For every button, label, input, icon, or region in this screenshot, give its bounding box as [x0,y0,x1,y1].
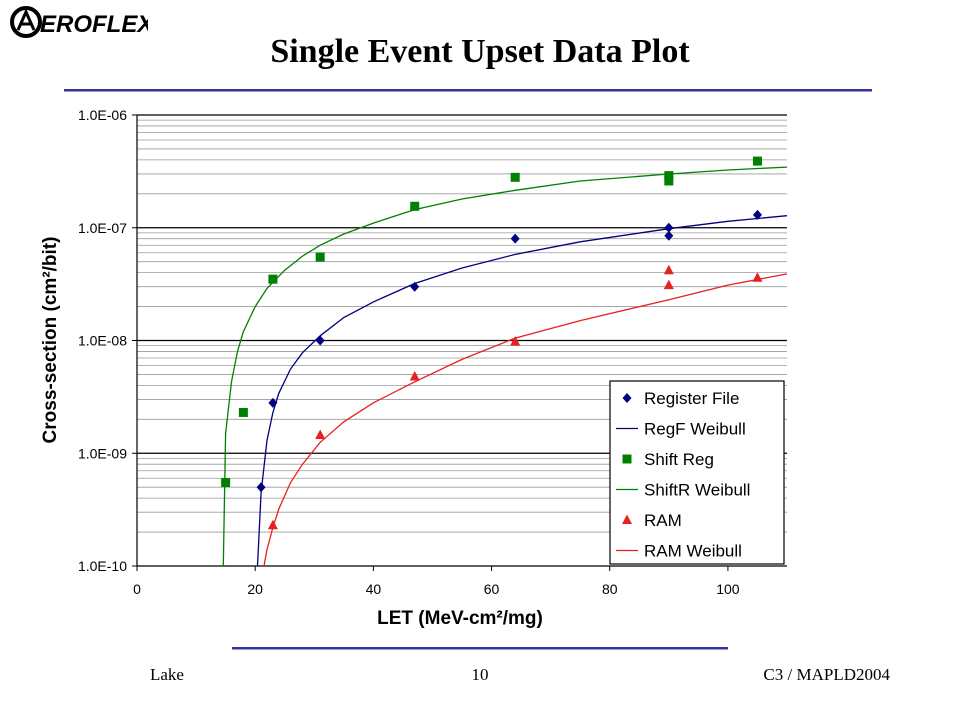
triangle-marker [267,519,278,530]
square-marker [510,172,520,182]
x-tick-label: 40 [366,581,382,597]
diamond-marker [315,335,325,346]
legend-entry-label: RegF Weibull [644,420,746,439]
x-tick-label: 80 [602,581,618,597]
y-tick-label: 1.0E-09 [78,445,127,461]
square-marker [410,201,420,211]
triangle-marker [663,264,674,275]
diamond-marker [256,482,266,493]
legend-entry-label: Register File [644,389,739,408]
ram-points [267,264,763,530]
square-marker [664,176,674,186]
legend-entry-label: RAM [644,511,682,530]
legend-entry-label: Shift Reg [644,450,714,469]
y-tick-label: 1.0E-08 [78,333,127,349]
logo-text: EROFLEX [40,11,148,38]
footer-conference: C3 / MAPLD2004 [763,665,890,684]
square-marker [268,274,278,284]
square-marker [752,156,762,166]
diamond-marker [268,397,278,408]
x-tick-label: 20 [247,581,263,597]
diamond-marker [752,209,762,220]
square-marker [664,171,674,181]
square-marker [221,478,231,488]
diamond-marker [664,222,674,233]
slide-title: Single Event Upset Data Plot [270,33,690,70]
aeroflex-logo: EROFLEX [8,2,155,42]
x-tick-label: 60 [484,581,500,597]
regf-weibull-curve [256,215,788,567]
shiftr-weibull-curve [222,166,788,567]
square-marker [315,252,325,262]
diamond-marker [622,393,632,403]
footer-author: Lake [150,665,184,684]
chart-legend: Register File RegF Weibull Shift Reg ShiftR… [609,380,785,565]
y-tick-label: 1.0E-06 [78,107,127,123]
ram-weibull-curve [263,273,788,567]
triangle-marker [752,272,763,282]
shift-reg-points [221,156,762,488]
diamond-marker [664,230,674,241]
triangle-marker [663,279,674,290]
square-marker [622,454,632,464]
y-tick-label: 1.0E-07 [78,220,127,236]
legend-entry-label: ShiftR Weibull [644,481,750,500]
x-axis-label: LET (MeV-cm²/mg) [377,608,543,629]
axes-layer: 1.0E-10 1.0E-09 1.0E-08 1.0E-07 1.0E-06 0 20 40… [78,107,787,597]
aeroflex-logo-mark: EROFLEX [10,6,155,38]
register-file-points [256,209,762,493]
x-tick-label: 0 [133,581,141,597]
triangle-marker [622,514,632,524]
legend-entry-label: RAM Weibull [644,542,742,561]
series-layer [221,156,788,567]
footer-rule [232,647,728,649]
triangle-marker [409,370,420,381]
diamond-marker [510,233,520,244]
legend-box [609,380,785,565]
footer-page-number: 10 [471,665,489,684]
triangle-marker [510,335,521,346]
diamond-marker [410,281,420,292]
title-rule [64,89,872,91]
y-axis-label: Cross-section (cm²/bit) [40,237,61,444]
square-marker [238,407,248,417]
y-tick-label: 1.0E-10 [78,558,127,574]
triangle-marker [315,429,326,440]
x-tick-label: 100 [716,581,740,597]
